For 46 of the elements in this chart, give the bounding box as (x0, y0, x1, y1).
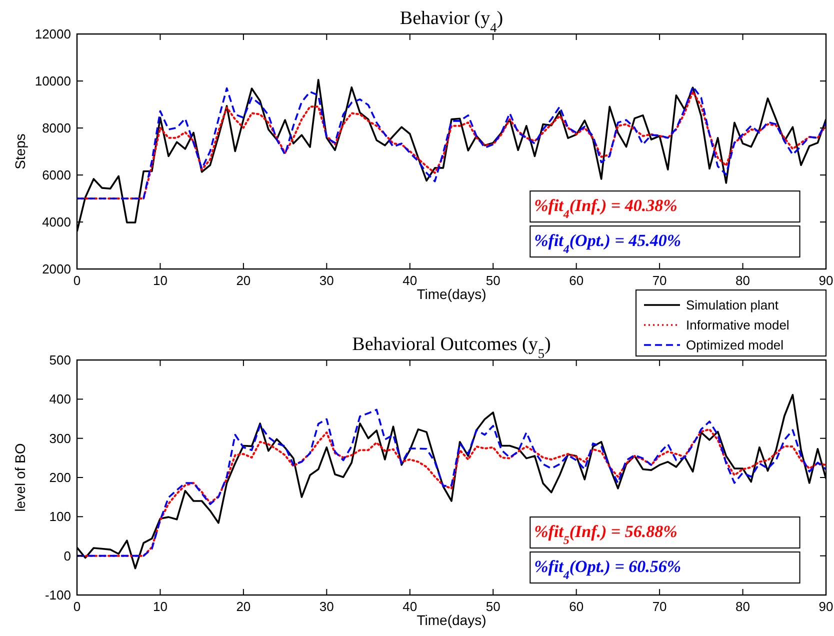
y-tick-label: 100 (49, 509, 71, 524)
x-tick-label: 80 (736, 599, 750, 614)
annotation: %fit$_{5}$(Inf.) = 56.88% (534, 522, 678, 547)
x-tick-label: 0 (73, 273, 81, 288)
x-tick-label: 40 (402, 273, 418, 288)
y-tick-label: 0 (64, 548, 71, 564)
y-tick-label: 200 (49, 470, 71, 485)
x-tick-label: 70 (652, 599, 667, 614)
y-tick-label: 8000 (42, 120, 71, 136)
x-tick-label: 90 (818, 273, 834, 288)
x-tick-label: 60 (569, 273, 584, 288)
y-tick-label: 400 (49, 392, 71, 407)
y-tick-label: -100 (44, 588, 71, 602)
annotation: %fit$_{4}$(Opt.) = 60.56% (534, 557, 682, 582)
x-tick-label: 40 (402, 599, 418, 614)
chart-title: Behavior (y$_{4}$) (400, 8, 504, 34)
x-tick-label: 70 (652, 273, 667, 288)
x-tick-label: 60 (569, 599, 584, 614)
x-axis-title: Time(days) (416, 286, 486, 302)
y-axis-title: level of BO (12, 443, 28, 512)
x-tick-label: 20 (236, 599, 251, 614)
x-tick-label: 30 (319, 599, 334, 614)
y-tick-label: 4000 (42, 214, 71, 230)
x-tick-label: 10 (152, 599, 168, 614)
y-tick-label: 2000 (42, 262, 71, 276)
y-tick-label: 10000 (34, 74, 71, 88)
x-tick-label: 0 (73, 599, 81, 614)
y-tick-label: 500 (49, 352, 71, 368)
x-tick-label: 10 (152, 273, 168, 288)
legend-label: Simulation plant (686, 298, 779, 312)
x-tick-label: 50 (486, 599, 500, 614)
y-axis-title: Steps (12, 134, 28, 170)
y-tick-label: 12000 (34, 26, 71, 42)
x-tick-label: 90 (818, 599, 834, 614)
x-tick-label: 50 (486, 273, 500, 288)
y-tick-label: 6000 (42, 168, 71, 182)
x-axis-title: Time(days) (416, 612, 486, 628)
x-tick-label: 20 (236, 273, 251, 288)
x-tick-label: 80 (736, 273, 750, 288)
annotation: %fit$_{4}$(Opt.) = 45.40% (534, 231, 682, 256)
x-tick-label: 30 (319, 273, 334, 288)
y-tick-label: 300 (49, 430, 71, 446)
chart-title: Behavioral Outcomes (y$_{5}$) (352, 334, 551, 360)
legend-label: Informative model (686, 318, 790, 332)
legend-label: Optimized model (686, 338, 784, 352)
annotation: %fit$_{4}$(Inf.) = 40.38% (534, 196, 678, 221)
